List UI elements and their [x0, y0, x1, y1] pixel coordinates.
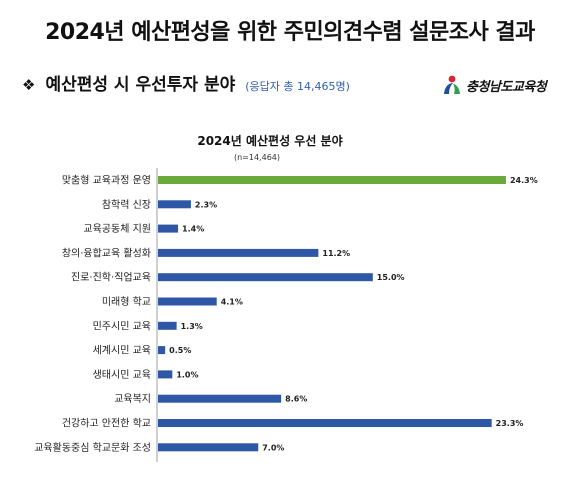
- category-label: 교육공동체 지원: [83, 223, 151, 235]
- value-label: 1.3%: [181, 322, 203, 331]
- page-title: 2024년 예산편성을 위한 주민의견수렴 설문조사 결과: [45, 20, 535, 45]
- category-label: 건강하고 안전한 학교: [62, 417, 151, 430]
- category-label: 진로·진학·직업교육: [71, 271, 151, 284]
- bar: [158, 419, 492, 427]
- category-label: 교육활동중심 학교문화 조성: [34, 441, 151, 454]
- category-label: 참학력 신장: [102, 199, 151, 211]
- bar: [158, 297, 217, 306]
- value-label: 24.3%: [510, 176, 538, 185]
- bar: [158, 224, 179, 233]
- bar: [158, 443, 259, 452]
- value-label: 7.0%: [262, 443, 284, 452]
- bar: [158, 394, 282, 403]
- chart-sample-size: (n=14,464): [234, 153, 280, 162]
- value-label: 8.6%: [285, 395, 307, 404]
- value-label: 23.3%: [496, 419, 524, 428]
- category-label: 맞춤형 교육과정 운영: [62, 175, 151, 187]
- bars-group: 맞춤형 교육과정 운영 24.3% 참학력 신장 2.3% 교육공동체 지원 1.4% 창의…: [34, 175, 538, 454]
- value-label: 11.2%: [322, 249, 350, 258]
- value-label: 1.4%: [182, 225, 204, 234]
- value-label: 0.5%: [169, 346, 191, 355]
- category-label: 창의·융합교육 활성화: [62, 246, 151, 259]
- category-label: 교육복지: [114, 393, 151, 405]
- bar: [158, 370, 173, 379]
- bar: [158, 200, 191, 209]
- logo-text: 충청남도교육청: [466, 79, 547, 95]
- value-label: 2.3%: [195, 200, 217, 209]
- bar: [158, 176, 506, 184]
- category-label: 세계시민 교육: [93, 345, 151, 357]
- category-label: 민주시민 교육: [93, 320, 151, 332]
- chart-title: 2024년 예산편성 우선 분야: [197, 133, 342, 148]
- value-label: 4.1%: [221, 298, 243, 307]
- section-subheading: ❖ 예산편성 시 우선투자 분야 (응답자 총 14,465명): [22, 70, 350, 95]
- category-label: 생태시민 교육: [93, 369, 151, 381]
- bar: [158, 248, 319, 257]
- value-label: 1.0%: [176, 370, 198, 379]
- category-label: 미래형 학교: [102, 296, 151, 308]
- bar: [158, 273, 373, 282]
- logo: 충청남도교육청: [441, 74, 547, 96]
- section-title: 예산편성 시 우선투자 분야: [45, 75, 236, 95]
- education-office-logo-icon: [444, 75, 460, 94]
- respondent-count: (응답자 총 14,465명): [245, 80, 350, 93]
- bar: [158, 346, 166, 355]
- diamond-bullet-icon: ❖: [22, 76, 36, 94]
- bar: [158, 321, 177, 330]
- value-label: 15.0%: [377, 273, 405, 282]
